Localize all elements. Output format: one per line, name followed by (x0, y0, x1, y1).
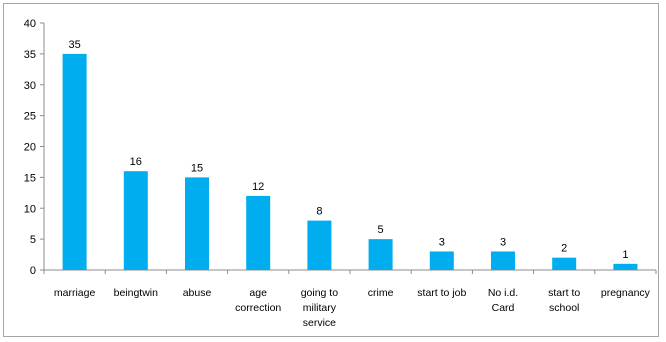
y-tick-label: 20 (24, 142, 36, 154)
y-tick-label: 40 (24, 18, 36, 30)
category-label: school (549, 302, 579, 314)
bar (307, 220, 332, 270)
data-label: 8 (316, 206, 322, 218)
data-label: 12 (252, 181, 264, 193)
category-label: going to (301, 287, 339, 299)
y-tick-label: 5 (30, 234, 36, 246)
category-label: crime (368, 287, 394, 299)
category-label: military (303, 302, 337, 314)
category-label: pregnancy (601, 287, 651, 299)
chart-frame (3, 3, 659, 337)
data-label: 16 (130, 156, 142, 168)
bar (613, 263, 638, 270)
data-label: 2 (561, 243, 567, 255)
bar (185, 177, 209, 270)
data-label: 5 (378, 224, 384, 236)
y-tick-label: 15 (24, 172, 36, 184)
data-label: 3 (500, 236, 506, 248)
bar (491, 251, 515, 270)
bar (429, 251, 454, 270)
y-tick-label: 0 (30, 265, 36, 277)
data-label: 3 (439, 236, 445, 248)
data-label: 1 (622, 249, 628, 261)
category-label: service (303, 317, 336, 329)
data-label: 15 (191, 162, 203, 174)
category-label: correction (235, 302, 281, 314)
bar (368, 239, 393, 270)
category-label: start to job (417, 287, 466, 299)
y-tick-label: 25 (24, 111, 36, 123)
y-tick-label: 30 (24, 80, 36, 92)
category-label: beingtwin (114, 287, 159, 299)
bar (246, 195, 271, 270)
bar (552, 257, 577, 270)
category-label: age (249, 287, 267, 299)
category-label: marriage (54, 287, 96, 299)
category-label: Card (492, 302, 515, 314)
data-label: 35 (68, 39, 80, 51)
category-label: No i.d. (488, 287, 518, 299)
category-label: abuse (183, 287, 212, 299)
y-tick-label: 35 (24, 49, 36, 61)
bar (123, 171, 148, 270)
bar (62, 53, 87, 270)
y-tick-label: 10 (24, 203, 36, 215)
category-label: start to (548, 287, 580, 299)
